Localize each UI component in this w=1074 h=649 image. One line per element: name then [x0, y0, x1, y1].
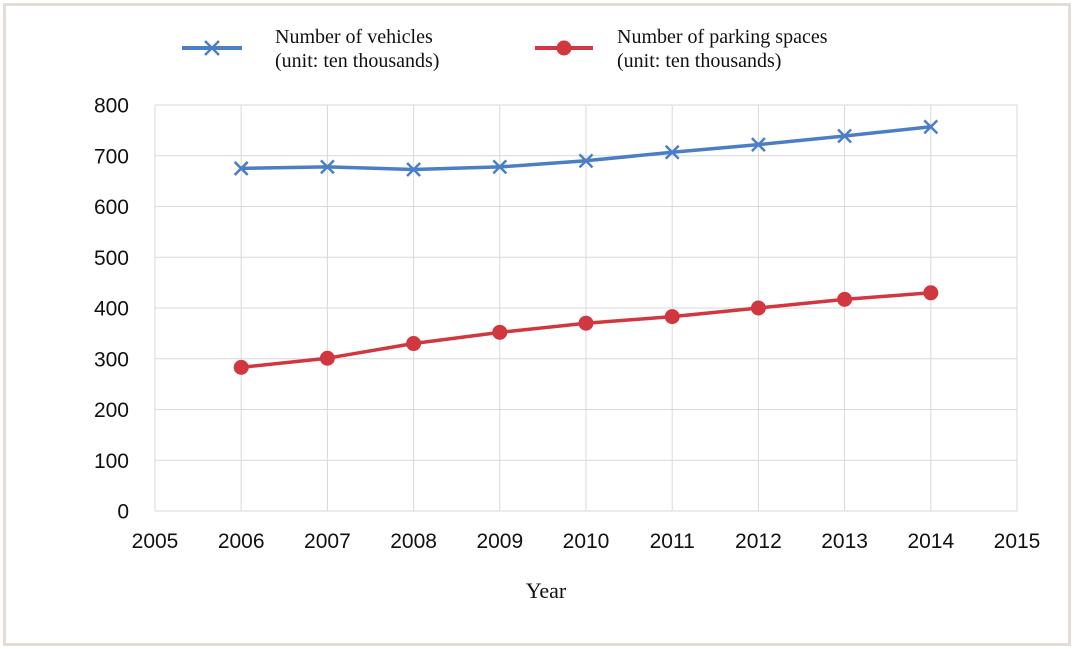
- x-tick-label: 2014: [907, 530, 954, 553]
- data-point-x-marker: [578, 153, 594, 169]
- x-tick-label: 2012: [735, 530, 782, 553]
- legend-item-vehicles: Number of vehicles (unit: ten thousands): [182, 26, 439, 72]
- y-tick-label: 100: [94, 450, 129, 473]
- legend-item-parking: Number of parking spaces (unit: ten thou…: [535, 26, 828, 72]
- y-tick-label: 200: [94, 399, 129, 422]
- y-tick-label: 500: [94, 247, 129, 270]
- data-point-x-marker: [923, 119, 939, 135]
- y-tick-label: 0: [117, 501, 129, 524]
- data-point-circle-marker: [319, 350, 335, 366]
- legend-label-parking-line1: Number of parking spaces: [617, 26, 828, 48]
- legend: Number of vehicles (unit: ten thousands)…: [182, 26, 828, 72]
- data-point-circle-marker: [923, 285, 939, 301]
- data-point-circle-marker: [837, 291, 853, 307]
- legend-label-parking-line2: (unit: ten thousands): [617, 50, 781, 72]
- x-tick-label: 2011: [650, 530, 695, 553]
- legend-label-vehicles-line2: (unit: ten thousands): [275, 50, 439, 72]
- y-tick-label: 300: [94, 348, 129, 371]
- y-tick-label: 700: [94, 145, 129, 168]
- data-point-x-marker: [751, 137, 766, 152]
- series-parking-spaces: [233, 285, 939, 375]
- series-layer: [233, 119, 939, 375]
- x-tick-label: 2006: [218, 530, 265, 553]
- x-tick-label: 2008: [390, 530, 437, 553]
- data-point-circle-marker: [406, 336, 422, 352]
- data-point-x-marker: [406, 162, 421, 177]
- chart-frame: [3, 3, 1071, 646]
- data-point-x-marker: [320, 159, 335, 175]
- x-tick-label: 2007: [304, 530, 351, 553]
- x-tick-label: 2005: [132, 530, 179, 553]
- y-tick-label: 400: [94, 298, 129, 321]
- data-point-x-marker: [492, 159, 508, 175]
- x-tick-label: 2010: [563, 530, 610, 553]
- x-tick-label: 2009: [476, 530, 523, 553]
- legend-marker-x-icon: [204, 40, 220, 56]
- data-point-circle-marker: [664, 309, 680, 325]
- plot-area-border: [154, 104, 1018, 512]
- data-point-x-marker: [837, 128, 852, 144]
- series-vehicles: [233, 119, 939, 177]
- x-axis-ticks: 2005 2006 2007 2008 2009 2010 2011 2012 2013 2014…: [132, 530, 1041, 553]
- data-point-circle-marker: [750, 300, 766, 316]
- y-tick-label: 800: [94, 95, 129, 118]
- data-point-circle-marker: [233, 359, 249, 375]
- data-point-x-marker: [233, 161, 249, 176]
- legend-label-vehicles-line1: Number of vehicles: [275, 26, 433, 48]
- data-point-circle-marker: [578, 315, 594, 331]
- y-tick-label: 600: [94, 196, 129, 219]
- x-tick-label: 2013: [821, 530, 868, 553]
- data-point-circle-marker: [492, 324, 508, 340]
- x-axis-title: Year: [526, 578, 567, 603]
- y-axis-ticks: 0 100 200 300 400 500 600 700 800: [94, 95, 129, 524]
- legend-marker-circle-icon: [556, 40, 572, 56]
- data-point-x-marker: [664, 144, 680, 160]
- x-tick-label: 2015: [994, 530, 1041, 553]
